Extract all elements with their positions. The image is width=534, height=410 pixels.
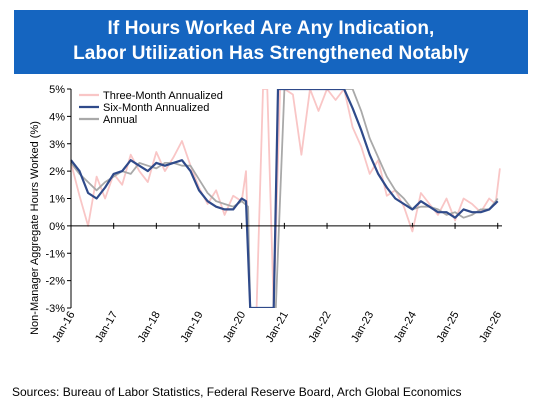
x-tick-label: Jan-17 — [93, 310, 120, 345]
hours-worked-chart: Non-Manager Aggregate Hours Worked (%) 5… — [29, 84, 504, 345]
series-lines — [70, 89, 501, 308]
series-line-three-month — [70, 89, 501, 308]
source-note: Sources: Bureau of Labor Statistics, Fed… — [12, 385, 462, 399]
y-tick-label: -2% — [45, 276, 65, 288]
y-axis-label: Non-Manager Aggregate Hours Worked (%) — [29, 121, 41, 335]
x-tick-label: Jan-21 — [264, 310, 291, 345]
legend-label-annual: Annual — [103, 114, 137, 126]
x-tick-label: Jan-19 — [178, 310, 205, 345]
y-tick-label: -3% — [45, 303, 65, 315]
x-tick-label: Jan-18 — [136, 310, 163, 345]
series-line-six-month — [70, 89, 499, 308]
title-line-2: Labor Utilization Has Strengthened Notab… — [73, 43, 469, 64]
title-banner: If Hours Worked Are Any Indication, Labo… — [14, 10, 528, 74]
y-tick-label: 2% — [49, 166, 65, 178]
x-tick-label: Jan-22 — [306, 310, 333, 345]
y-tick-label: 3% — [49, 139, 65, 151]
y-tick-label: 4% — [49, 111, 65, 123]
y-axis: 5% 4% 3% 2% 1% 0% -1% -2% -3% — [45, 84, 71, 315]
y-tick-label: 5% — [49, 84, 65, 96]
legend-label-six-month: Six-Month Annualized — [103, 102, 209, 114]
x-tick-label: Jan-25 — [434, 310, 461, 345]
x-tick-label: Jan-26 — [477, 310, 504, 345]
y-tick-label: 0% — [49, 221, 65, 233]
x-tick-label: Jan-20 — [221, 310, 248, 345]
y-tick-label: 1% — [49, 194, 65, 206]
legend-label-three-month: Three-Month Annualized — [103, 90, 223, 102]
x-tick-label: Jan-24 — [392, 310, 419, 345]
y-tick-label: -1% — [45, 248, 65, 260]
title-line-1: If Hours Worked Are Any Indication, — [107, 18, 435, 39]
x-tick-label: Jan-23 — [349, 310, 376, 345]
